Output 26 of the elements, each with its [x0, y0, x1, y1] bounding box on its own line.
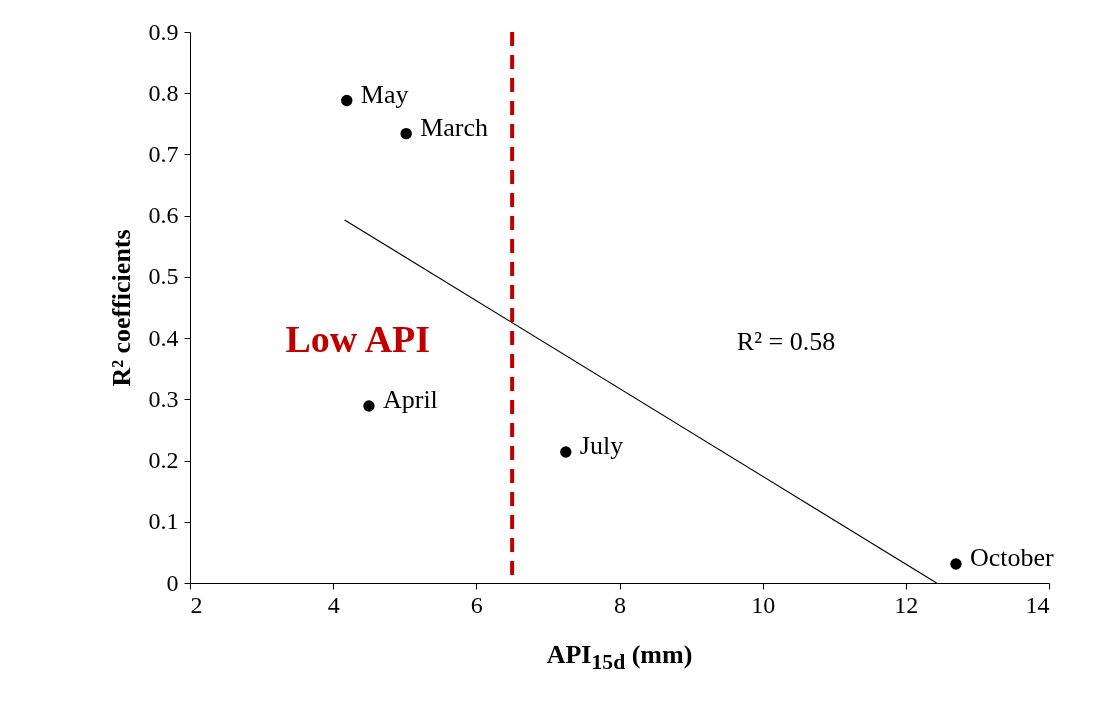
x-tick-label: 14 [1025, 591, 1050, 618]
annotation: R² = 0.58 [736, 327, 836, 356]
data-label: May [360, 79, 409, 109]
x-tick-label: 10 [751, 591, 776, 618]
data-label: April [382, 385, 438, 415]
y-tick-label: 0.8 [148, 79, 179, 106]
y-axis-title: R² coefficients [106, 229, 136, 387]
ref-line-label: Low API [285, 317, 431, 360]
data-label: July [579, 430, 624, 460]
x-tick-label: 12 [894, 591, 919, 618]
y-tick-label: 0.5 [148, 263, 179, 290]
x-tick-label: 4 [327, 591, 340, 618]
y-tick-label: 0.3 [148, 385, 179, 412]
y-tick-label: 0.9 [148, 18, 179, 45]
y-tick-label: 0.4 [148, 324, 179, 351]
x-tick-label: 2 [190, 591, 203, 618]
data-label: October [969, 543, 1055, 573]
y-tick-label: 0.6 [148, 202, 179, 229]
y-tick-label: 0 [166, 569, 179, 596]
x-tick-label: 8 [614, 591, 626, 618]
y-tick-label: 0.7 [148, 140, 179, 167]
y-tick-label: 0.2 [148, 447, 179, 474]
y-tick-label: 0.1 [148, 508, 179, 535]
data-label: March [420, 112, 489, 142]
x-axis-title: API$_{15d}$ (mm) [545, 640, 694, 676]
x-tick-label: 6 [470, 591, 483, 618]
